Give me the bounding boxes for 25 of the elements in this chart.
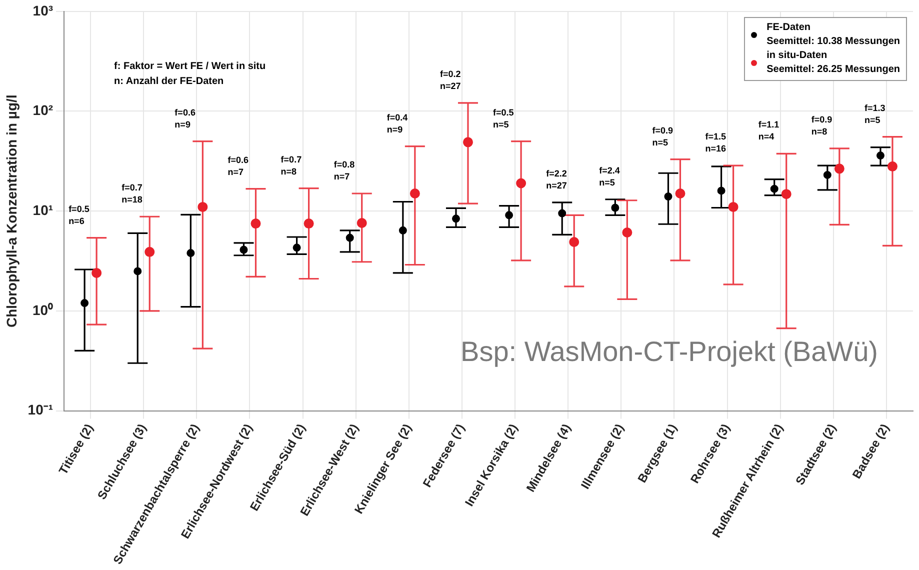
legend-label: in situ-Daten Seemittel: 26.25 Messungen [766,49,900,78]
y-tick-label: 10⁻¹ [28,402,54,418]
annotation: f=0.7 n=8 [280,154,302,176]
annotation: f=1.3 n=5 [864,102,886,125]
y-axis-title: Chlorophyll-a Konzentration in µg/l [3,94,20,328]
annotation: f=0.6 n=7 [228,154,249,177]
y-tick-label: 10² [32,102,54,118]
annotation: f=0.4 n=9 [386,112,408,134]
annotation: f=0.6 n=9 [174,107,196,130]
annotation: f=0.5 n=5 [493,107,514,130]
annotation: f=2.4 n=5 [599,165,620,188]
annotation: f=1.5 n=16 [705,132,726,154]
annotation: f=0.9 n=5 [652,125,673,148]
annotation: f=0.8 n=7 [334,160,355,182]
annotation: f=0.9 n=8 [811,114,832,136]
annotation: Bsp: WasMon-CT-Projekt (BaWü) [460,336,878,368]
annotation: f=0.2 n=27 [440,68,461,91]
y-tick-label: 10³ [32,2,54,18]
annotation: f=0.5 n=6 [68,204,90,226]
annotation: f: Faktor = Wert FE / Wert in situ n: Anzahl der FE-Daten [114,60,266,90]
annotation: f=0.7 n=18 [122,182,142,205]
y-tick-label: 10⁰ [32,302,54,318]
annotation: f=2.2 n=27 [546,168,567,190]
annotation: f=1.1 n=4 [758,120,780,142]
y-tick-label: 10¹ [32,202,54,218]
